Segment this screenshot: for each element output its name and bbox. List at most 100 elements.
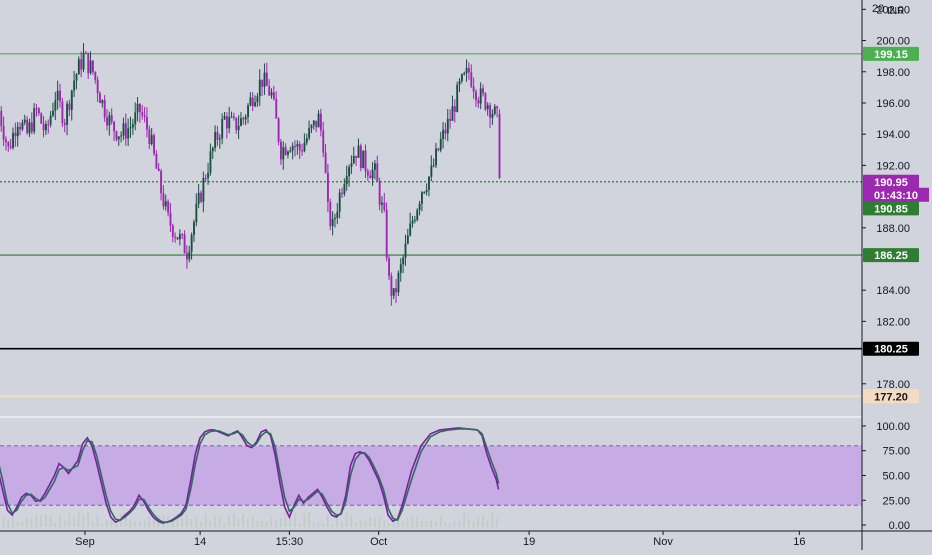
candle: [207, 162, 210, 185]
volume-bar: [115, 519, 118, 527]
candle-body: [30, 122, 33, 132]
candle: [383, 192, 386, 213]
candle-body: [134, 112, 137, 125]
candle: [496, 105, 499, 118]
price-label-text: 177.20: [874, 391, 908, 403]
candle-body: [157, 168, 160, 171]
volume-bar: [425, 521, 428, 527]
candle: [272, 85, 275, 101]
candle: [404, 234, 407, 266]
candle: [442, 122, 445, 149]
candle-body: [80, 59, 83, 70]
candle: [216, 125, 219, 146]
candle-body: [289, 150, 292, 152]
candle: [96, 76, 99, 102]
candle: [164, 194, 167, 211]
candle-body: [52, 110, 54, 116]
candle: [186, 245, 188, 269]
volume-bar: [92, 521, 94, 527]
candle: [188, 245, 191, 263]
y-tick-label: 184.00: [876, 285, 910, 297]
candle: [468, 62, 470, 80]
candle-body: [381, 202, 383, 205]
volume-bar: [458, 520, 461, 527]
volume-bar: [416, 517, 418, 527]
volume-bar: [496, 518, 498, 527]
candle: [451, 95, 454, 121]
candle-body: [160, 170, 163, 194]
candle-body: [430, 165, 433, 177]
volume-bar: [12, 512, 14, 527]
candle-body: [280, 141, 282, 160]
candle-body: [228, 116, 231, 129]
candle: [61, 97, 64, 128]
candle-body: [26, 119, 29, 134]
candle-body: [237, 125, 240, 131]
candle: [343, 178, 346, 197]
candle: [45, 120, 47, 136]
price-label-bg: [863, 248, 919, 263]
oscillator-line-1: [0, 427, 500, 524]
candle: [82, 43, 85, 73]
candle: [223, 111, 226, 121]
volume-bar: [251, 516, 254, 527]
candle-body: [233, 116, 235, 118]
candle-body: [477, 100, 480, 104]
volume-bar: [26, 517, 28, 527]
y-tick-label: 202.00: [876, 4, 910, 16]
candle-body: [195, 203, 198, 223]
candle-body: [77, 59, 80, 75]
volume-bar: [327, 514, 329, 527]
candle-body: [181, 234, 184, 236]
candle-body: [355, 155, 358, 158]
candle: [47, 119, 50, 134]
candle-body: [56, 90, 59, 101]
candle-body: [284, 147, 287, 155]
price-label-bg: [863, 341, 919, 356]
candle: [244, 114, 247, 126]
volume-bar: [312, 521, 315, 527]
x-tick-label: Oct: [370, 536, 387, 548]
candle: [148, 125, 151, 150]
candle-body: [209, 151, 212, 173]
candle: [75, 73, 78, 90]
candle-body: [463, 73, 466, 75]
candle-body: [399, 264, 402, 273]
volume-bar: [289, 515, 291, 527]
candle-body: [124, 123, 127, 139]
volume-bar: [228, 514, 230, 527]
price-label-bg: [863, 46, 919, 61]
candle-body: [496, 106, 499, 109]
candle-body: [312, 120, 315, 126]
candle-body: [486, 105, 489, 110]
volume-bar: [298, 523, 301, 527]
candle: [282, 141, 285, 170]
candle: [310, 124, 313, 134]
candle-body: [61, 101, 64, 124]
candle: [131, 118, 134, 135]
candle: [153, 133, 155, 156]
candle: [103, 95, 106, 122]
volume-bar: [233, 512, 235, 527]
candle-body: [468, 68, 470, 73]
candle-body: [383, 202, 386, 210]
candle: [115, 130, 118, 142]
candle: [2, 116, 5, 146]
candle-body: [162, 193, 165, 207]
candle: [70, 89, 73, 121]
volume-bar: [406, 517, 409, 527]
candle: [479, 82, 482, 110]
y-tick-label: 188.00: [876, 223, 910, 235]
candle: [52, 102, 54, 118]
candle-body: [164, 201, 167, 207]
candle: [388, 254, 390, 281]
candle: [155, 150, 158, 169]
candle-body: [251, 97, 254, 107]
countdown-bg: [863, 187, 929, 202]
candle-body: [453, 106, 456, 112]
candle-body: [244, 116, 247, 120]
volume-bar: [77, 512, 80, 527]
candle-body: [310, 125, 313, 129]
